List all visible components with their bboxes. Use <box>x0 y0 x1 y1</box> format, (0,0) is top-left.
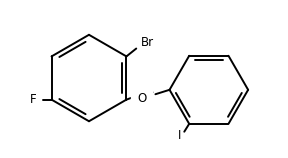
Text: I: I <box>178 129 181 142</box>
Text: F: F <box>30 93 37 106</box>
Text: Br: Br <box>141 36 154 49</box>
Text: O: O <box>137 92 146 105</box>
